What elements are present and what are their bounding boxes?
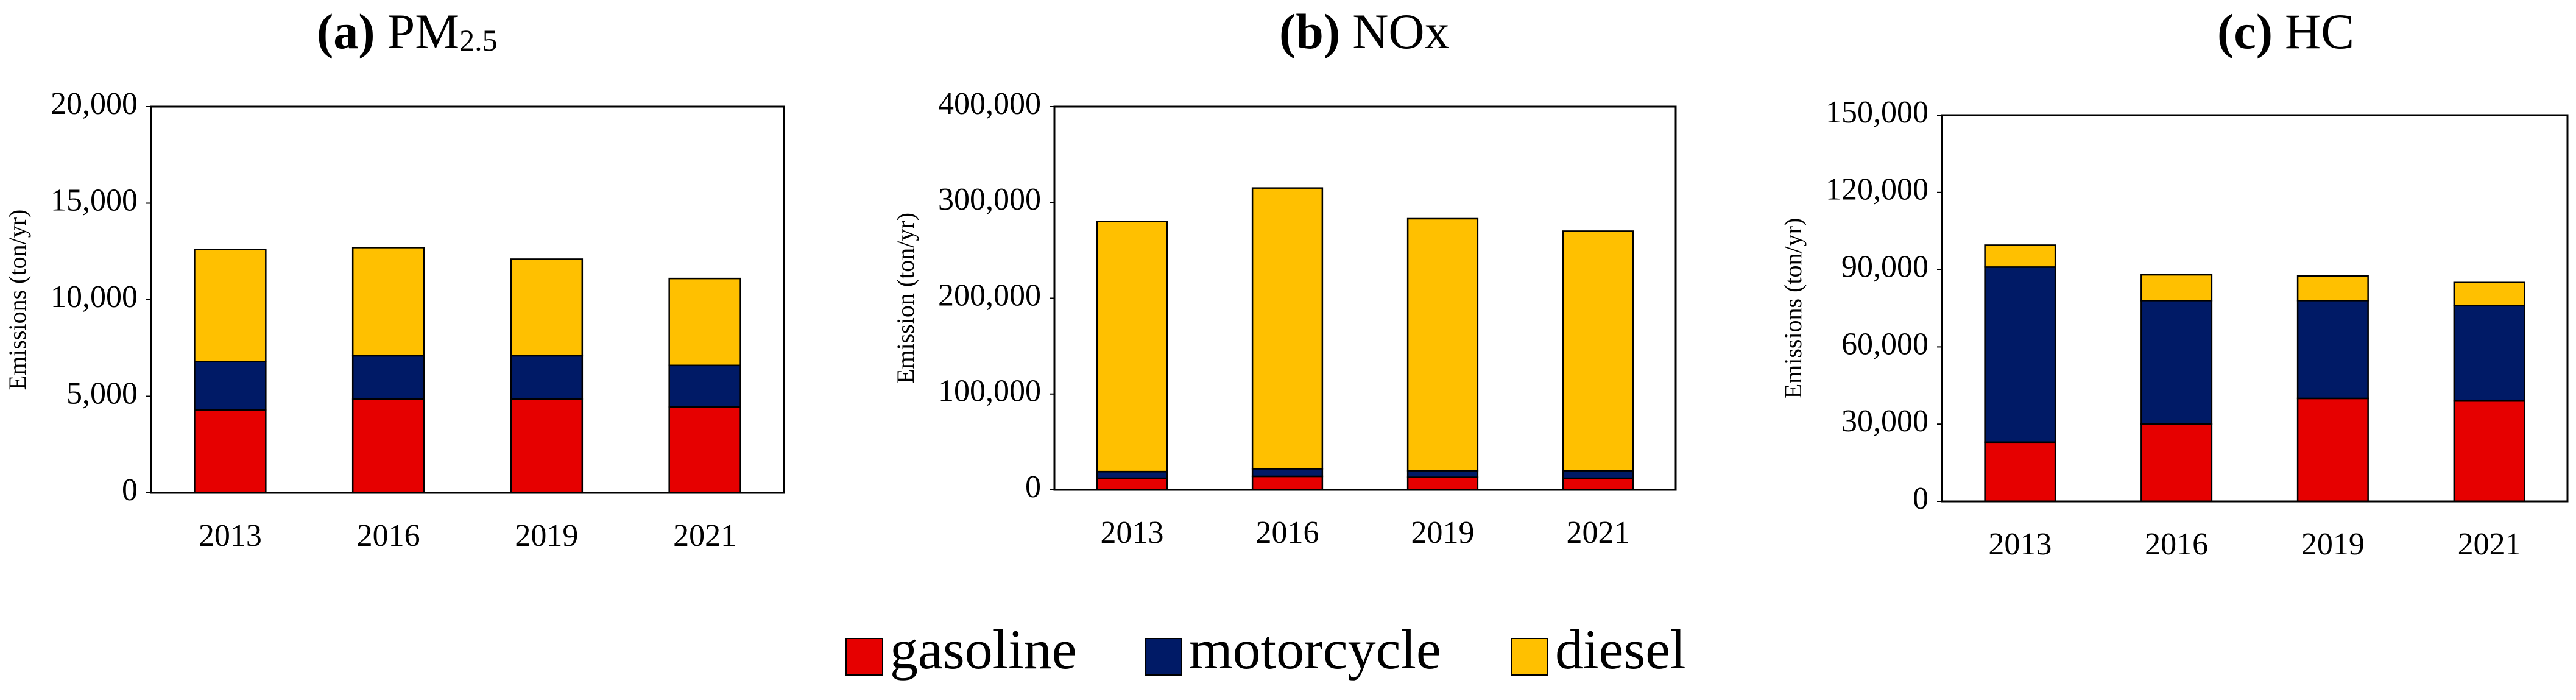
x-tick-label: 2019 <box>1411 515 1475 550</box>
bar-segment <box>351 398 425 494</box>
y-tick-label: 90,000 <box>1841 250 1928 285</box>
bar-segment <box>1096 477 1168 491</box>
y-tick-label: 300,000 <box>938 182 1041 217</box>
y-tick-label: 30,000 <box>1841 404 1928 439</box>
bar-segment <box>1251 187 1324 470</box>
y-axis-label: Emissions (ton/yr) <box>4 210 31 391</box>
legend-swatch <box>1145 638 1182 676</box>
x-tick-label: 2013 <box>1101 515 1164 550</box>
bar-segment <box>2453 305 2525 402</box>
x-tick-label: 2013 <box>199 518 262 553</box>
legend-label: gasoline <box>890 618 1077 681</box>
x-tick-label: 2021 <box>2458 527 2521 562</box>
bar-segment <box>2140 300 2213 425</box>
bar-segment <box>1406 476 1479 491</box>
y-tick-label: 120,000 <box>1826 172 1928 207</box>
y-tick-label: 400,000 <box>938 87 1041 121</box>
title-text: PM <box>387 4 460 59</box>
bar-segment <box>2296 397 2369 503</box>
legend-label: motorcycle <box>1189 618 1441 681</box>
x-tick-label: 2019 <box>515 518 578 553</box>
x-tick-label: 2019 <box>2301 527 2365 562</box>
bar-segment <box>668 406 741 494</box>
bar-segment <box>194 409 267 494</box>
y-tick-label: 0 <box>122 473 138 507</box>
y-axis-label: Emission (ton/yr) <box>892 213 919 384</box>
bar-segment <box>1406 217 1479 472</box>
bar-segment <box>2453 400 2525 503</box>
x-tick-label: 2021 <box>1567 515 1630 550</box>
bar-segment <box>2296 300 2369 400</box>
legend-label: diesel <box>1555 618 1686 681</box>
bar-segment <box>510 355 584 400</box>
legend-swatch <box>1511 638 1548 676</box>
plot-frame <box>150 105 785 494</box>
bar-segment <box>194 249 267 362</box>
bar-segment <box>1562 470 1634 479</box>
plot-frame <box>1053 105 1677 491</box>
x-tick-label: 2016 <box>2145 527 2208 562</box>
bar-segment <box>1984 244 2056 268</box>
bar-segment <box>2140 423 2213 503</box>
title-text: NOx <box>1352 4 1449 59</box>
x-tick-label: 2016 <box>1256 515 1319 550</box>
bar-segment <box>668 277 741 367</box>
y-tick-label: 100,000 <box>938 374 1041 409</box>
bar-segment <box>1984 441 2056 503</box>
legend-swatch <box>845 638 883 676</box>
bar-segment <box>351 247 425 357</box>
title-text: HC <box>2285 4 2354 59</box>
chart-title: (a) PM2.5 <box>317 4 498 59</box>
y-tick-label: 10,000 <box>51 280 138 314</box>
chart-panel: (a) PM2.5 Emissions (ton/yr) 0 5,000 10,000 15… <box>4 4 785 553</box>
panel-label: (a) <box>317 4 375 59</box>
chart-panel: (b) NOx Emission (ton/yr) 0 100,000 200,000 30… <box>892 4 1677 550</box>
y-tick-label: 0 <box>1913 481 1928 516</box>
y-tick-label: 15,000 <box>51 183 138 217</box>
bar-segment <box>668 364 741 408</box>
bar-segment <box>1562 230 1634 472</box>
x-tick-label: 2013 <box>1988 527 2052 562</box>
chart-title: (b) NOx <box>1279 4 1450 59</box>
bar-segment <box>510 398 584 494</box>
bar-segment <box>510 258 584 357</box>
plot-frame <box>1941 114 2569 503</box>
bar-segment <box>2296 275 2369 302</box>
bar-segment <box>1096 221 1168 473</box>
bar-segment <box>2453 281 2525 307</box>
bar-segment <box>1406 470 1479 478</box>
chart-title: (c) HC <box>2217 4 2354 59</box>
bar-segment <box>194 361 267 411</box>
title-subscript: 2.5 <box>459 23 498 57</box>
panel-label: (b) <box>1279 4 1340 59</box>
panel-label: (c) <box>2217 4 2273 59</box>
bar-segment <box>1984 266 2056 444</box>
bar-segment <box>1251 475 1324 491</box>
legend: gasoline motorcycle diesel <box>845 618 1686 681</box>
y-axis-label: Emissions (ton/yr) <box>1779 218 1807 399</box>
y-tick-label: 60,000 <box>1841 327 1928 361</box>
bar-segment <box>1096 470 1168 479</box>
x-tick-label: 2016 <box>357 518 420 553</box>
y-tick-label: 5,000 <box>66 376 138 411</box>
bar-segment <box>1562 477 1634 491</box>
y-tick-label: 20,000 <box>51 87 138 121</box>
bar-segment <box>1251 468 1324 478</box>
y-tick-label: 0 <box>1025 470 1041 504</box>
bar-segment <box>2140 274 2213 302</box>
y-tick-label: 200,000 <box>938 278 1041 313</box>
chart-panel: (c) HC Emissions (ton/yr) 0 30,000 60,000 90,0… <box>1779 4 2569 562</box>
bar-segment <box>351 355 425 400</box>
x-tick-label: 2021 <box>673 518 736 553</box>
y-tick-label: 150,000 <box>1826 95 1928 130</box>
